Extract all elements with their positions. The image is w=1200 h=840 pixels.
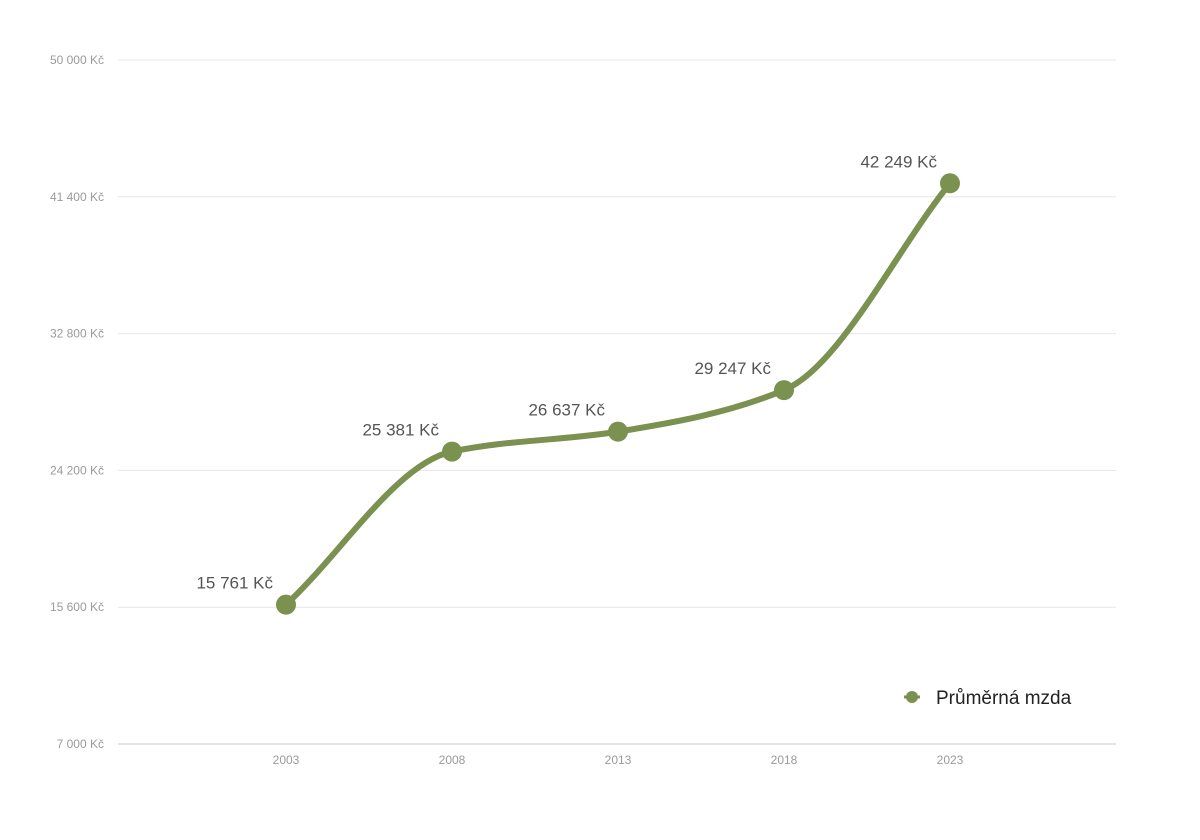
y-tick-label: 41 400 Kč bbox=[50, 190, 104, 204]
y-tick-label: 50 000 Kč bbox=[50, 53, 104, 67]
data-point bbox=[276, 594, 296, 615]
data-point bbox=[774, 380, 794, 401]
x-tick-label: 2018 bbox=[771, 753, 798, 767]
legend: Průměrná mzda bbox=[904, 688, 1072, 709]
x-tick-label: 2003 bbox=[273, 753, 300, 767]
y-tick-label: 7 000 Kč bbox=[57, 737, 104, 751]
data-label: 15 761 Kč bbox=[196, 574, 273, 593]
data-label: 26 637 Kč bbox=[528, 401, 605, 420]
series-layer bbox=[276, 173, 960, 615]
data-label: 25 381 Kč bbox=[362, 421, 439, 440]
y-tick-label: 32 800 Kč bbox=[50, 327, 104, 341]
axis-layer: 7 000 Kč 15 600 Kč 24 200 Kč 32 800 Kč 41 40… bbox=[50, 53, 1116, 767]
data-point bbox=[608, 421, 628, 442]
data-point bbox=[940, 173, 960, 194]
grid-layer bbox=[118, 59, 1116, 608]
data-label-layer: 15 761 Kč 25 381 Kč 26 637 Kč 29 247 Kč 42 2… bbox=[196, 152, 937, 592]
y-tick-label: 24 200 Kč bbox=[50, 463, 104, 477]
y-tick-label: 15 600 Kč bbox=[50, 600, 104, 614]
legend-marker-dot bbox=[906, 691, 918, 703]
data-label: 42 249 Kč bbox=[860, 152, 937, 171]
series-line bbox=[283, 180, 953, 608]
legend-label: Průměrná mzda bbox=[936, 688, 1072, 709]
data-point bbox=[442, 441, 462, 462]
data-label: 29 247 Kč bbox=[694, 359, 771, 378]
x-tick-label: 2023 bbox=[937, 753, 964, 767]
x-tick-label: 2013 bbox=[605, 753, 632, 767]
x-tick-label: 2008 bbox=[439, 753, 466, 767]
